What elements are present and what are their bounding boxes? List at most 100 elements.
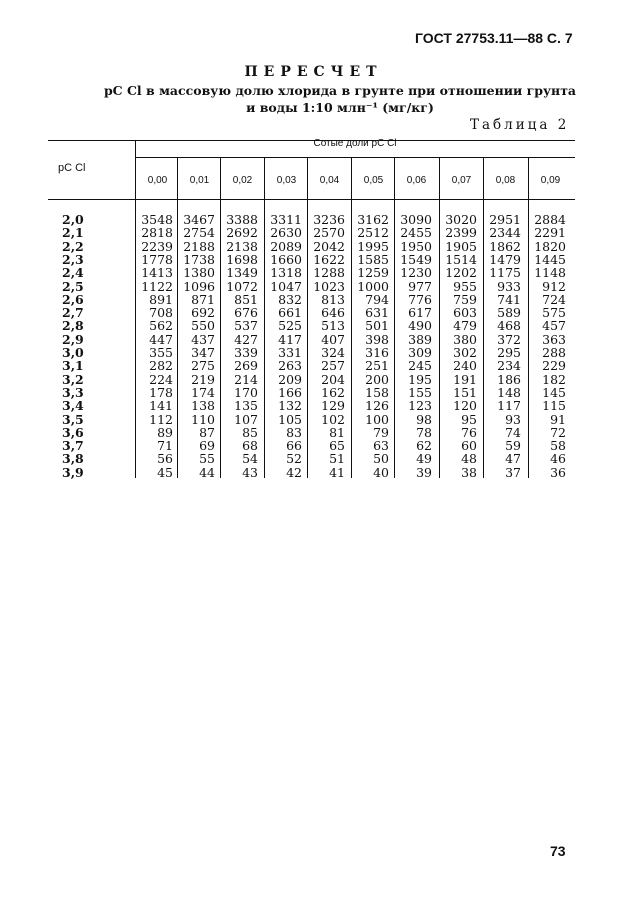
table-cell: 47	[505, 451, 521, 467]
table-cell: 3162	[357, 212, 389, 227]
subtitle-line-1: pC Cl в массовую долю хлорида в грунте п…	[103, 83, 577, 98]
table-cell: 398	[365, 331, 389, 347]
table-cell: 525	[278, 318, 302, 334]
table-cell: 234	[497, 358, 521, 374]
row-label: 3,7	[62, 438, 84, 454]
row-label: 2,1	[62, 225, 84, 241]
table-cell: 501	[365, 318, 389, 334]
table-cell: 447	[149, 331, 173, 347]
header-bottom-rule	[48, 199, 575, 200]
table-cell: 71	[157, 438, 173, 454]
table-cell: 741	[497, 291, 521, 307]
group-header-rule	[135, 157, 575, 158]
column-header: 0,04	[319, 175, 340, 186]
table-cell: 380	[453, 331, 477, 347]
table-cell: 56	[157, 451, 173, 467]
row-label: 2,3	[62, 251, 84, 267]
table-cell: 105	[278, 411, 302, 427]
table-cell: 126	[365, 398, 389, 414]
table-cell: 69	[199, 438, 215, 454]
table-cell: 631	[365, 305, 389, 321]
table-cell: 288	[542, 345, 566, 360]
column-divider	[351, 157, 352, 478]
column-divider	[528, 157, 529, 478]
table-cell: 76	[461, 424, 477, 440]
table-cell: 98	[416, 411, 432, 427]
table-cell: 52	[286, 451, 302, 467]
table-cell: 955	[453, 278, 477, 294]
table-cell: 912	[542, 278, 566, 294]
table-cell: 1202	[445, 265, 477, 281]
column-divider	[177, 157, 178, 478]
table-cell: 1820	[534, 238, 566, 254]
column-header: 0,01	[189, 175, 210, 186]
table-cell: 724	[542, 291, 566, 307]
table-cell: 45	[157, 464, 173, 480]
table-cell: 151	[453, 384, 477, 400]
table-cell: 158	[365, 384, 389, 400]
table-cell: 200	[365, 371, 389, 387]
page-title: ПЕРЕСЧЕТ	[244, 64, 383, 80]
table-cell: 3020	[445, 212, 477, 227]
table-cell: 617	[408, 305, 432, 321]
table-cell: 39	[416, 464, 432, 480]
table-cell: 759	[453, 291, 477, 307]
column-divider	[135, 140, 136, 478]
table-cell: 245	[408, 358, 432, 374]
row-label: 2,6	[62, 291, 84, 307]
table-cell: 148	[497, 384, 521, 400]
table-cell: 2042	[313, 238, 345, 254]
table-cell: 275	[191, 358, 215, 374]
table-cell: 1259	[357, 265, 389, 281]
table-cell: 1072	[226, 278, 258, 294]
column-header: 0,09	[540, 175, 561, 186]
row-label: 2,0	[62, 212, 84, 227]
table-cell: 316	[365, 345, 389, 360]
column-header: 0,08	[495, 175, 516, 186]
table-cell: 1995	[357, 238, 389, 254]
table-cell: 209	[278, 371, 302, 387]
table-cell: 1288	[313, 265, 345, 281]
table-cell: 891	[149, 291, 173, 307]
table-cell: 1950	[400, 238, 432, 254]
table-cell: 513	[321, 318, 345, 334]
row-label: 3,6	[62, 424, 84, 440]
column-divider	[483, 157, 484, 478]
table-cell: 3311	[270, 212, 302, 227]
table-cell: 1660	[270, 251, 302, 267]
table-cell: 132	[278, 398, 302, 414]
table-cell: 60	[461, 438, 477, 454]
column-header: 0,06	[406, 175, 427, 186]
table-cell: 38	[461, 464, 477, 480]
table-cell: 427	[234, 331, 258, 347]
table-cell: 3548	[141, 212, 173, 227]
table-cell: 537	[234, 318, 258, 334]
table-cell: 457	[542, 318, 566, 334]
table-cell: 437	[191, 331, 215, 347]
table-cell: 40	[373, 464, 389, 480]
table-cell: 794	[365, 291, 389, 307]
table-cell: 83	[286, 424, 302, 440]
table-cell: 933	[497, 278, 521, 294]
table-cell: 676	[234, 305, 258, 321]
table-cell: 1380	[183, 265, 215, 281]
table-cell: 1862	[489, 238, 521, 254]
table-cell: 37	[505, 464, 521, 480]
table-top-rule	[48, 140, 575, 141]
table-cell: 117	[497, 398, 521, 414]
table-cell: 107	[234, 411, 258, 427]
table-cell: 589	[497, 305, 521, 321]
table-cell: 65	[329, 438, 345, 454]
table-cell: 661	[278, 305, 302, 321]
column-divider	[307, 157, 308, 478]
table-cell: 263	[278, 358, 302, 374]
table-cell: 479	[453, 318, 477, 334]
table-cell: 214	[234, 371, 258, 387]
table-cell: 219	[191, 371, 215, 387]
table-cell: 59	[505, 438, 521, 454]
table-cell: 166	[278, 384, 302, 400]
table-cell: 490	[408, 318, 432, 334]
table-cell: 2138	[226, 238, 258, 254]
column-header: 0,05	[363, 175, 384, 186]
